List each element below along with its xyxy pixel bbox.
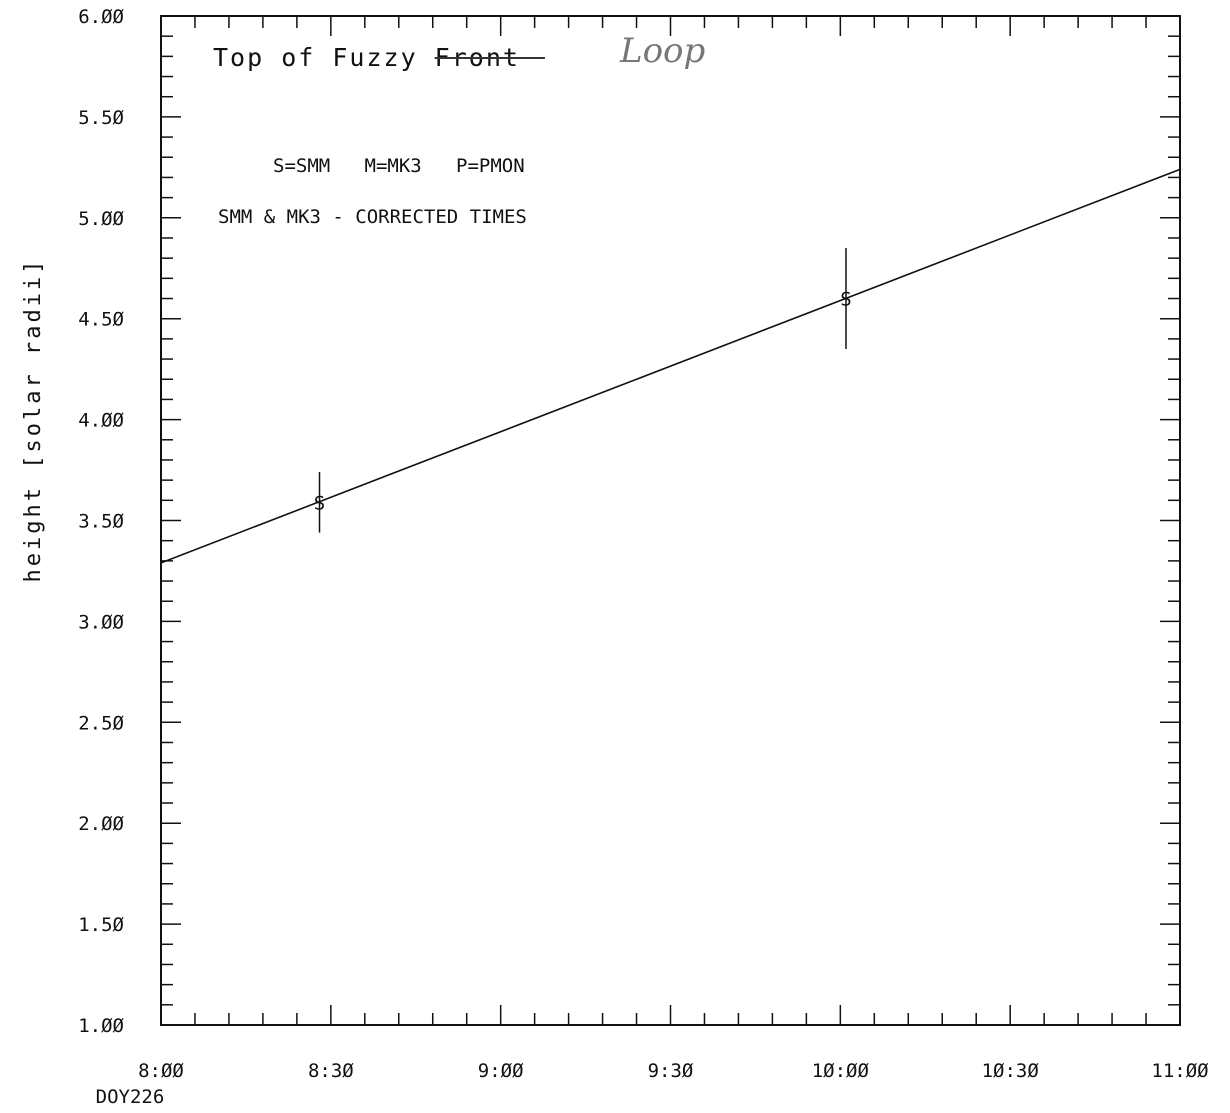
x-tick-label: 8:ØØ xyxy=(138,1060,184,1082)
data-point-marker: S xyxy=(314,492,325,514)
data-point-marker: S xyxy=(840,289,851,311)
y-tick-label: 6.ØØ xyxy=(78,6,124,28)
plot-frame xyxy=(160,15,1181,1026)
x-tick-label: 1Ø:ØØ xyxy=(812,1060,870,1082)
data-marks: SS xyxy=(160,168,1181,564)
fit-line xyxy=(160,168,1181,564)
y-tick-label: 2.ØØ xyxy=(78,813,124,835)
y-tick-label: 1.ØØ xyxy=(78,1015,124,1037)
axis-ticks xyxy=(160,15,1181,1026)
x-tick-label: 9:3Ø xyxy=(648,1060,694,1082)
title-correction: Loop xyxy=(619,31,705,71)
y-tick-label: 5.5Ø xyxy=(78,107,124,129)
y-tick-label: 5.ØØ xyxy=(78,208,124,230)
chart-note: SMM & MK3 - CORRECTED TIMES xyxy=(218,206,527,228)
legend-text: S=SMM M=MK3 P=PMON xyxy=(273,155,525,177)
y-tick-labels: 1.ØØ 1.5Ø 2.ØØ 2.5Ø 3.ØØ 3.5Ø 4.ØØ 4.5Ø 5.ØØ 5.5Ø… xyxy=(78,6,124,1037)
y-tick-label: 3.5Ø xyxy=(78,511,124,533)
y-tick-label: 4.5Ø xyxy=(78,309,124,331)
y-tick-label: 4.ØØ xyxy=(78,410,124,432)
x-tick-label: 8:3Ø xyxy=(308,1060,354,1082)
x-sublabel: DOY226 xyxy=(96,1086,165,1108)
y-axis-label: height [solar radii] xyxy=(21,258,46,583)
y-tick-label: 3.ØØ xyxy=(78,611,124,633)
y-tick-label: 2.5Ø xyxy=(78,712,124,734)
x-tick-labels: 8:ØØ 8:3Ø 9:ØØ 9:3Ø 1Ø:ØØ 1Ø:3Ø 11:ØØ xyxy=(138,1060,1209,1082)
x-tick-label: 1Ø:3Ø xyxy=(982,1060,1040,1082)
y-tick-label: 1.5Ø xyxy=(78,914,124,936)
x-tick-label: 9:ØØ xyxy=(478,1060,524,1082)
x-tick-label: 11:ØØ xyxy=(1151,1060,1209,1082)
